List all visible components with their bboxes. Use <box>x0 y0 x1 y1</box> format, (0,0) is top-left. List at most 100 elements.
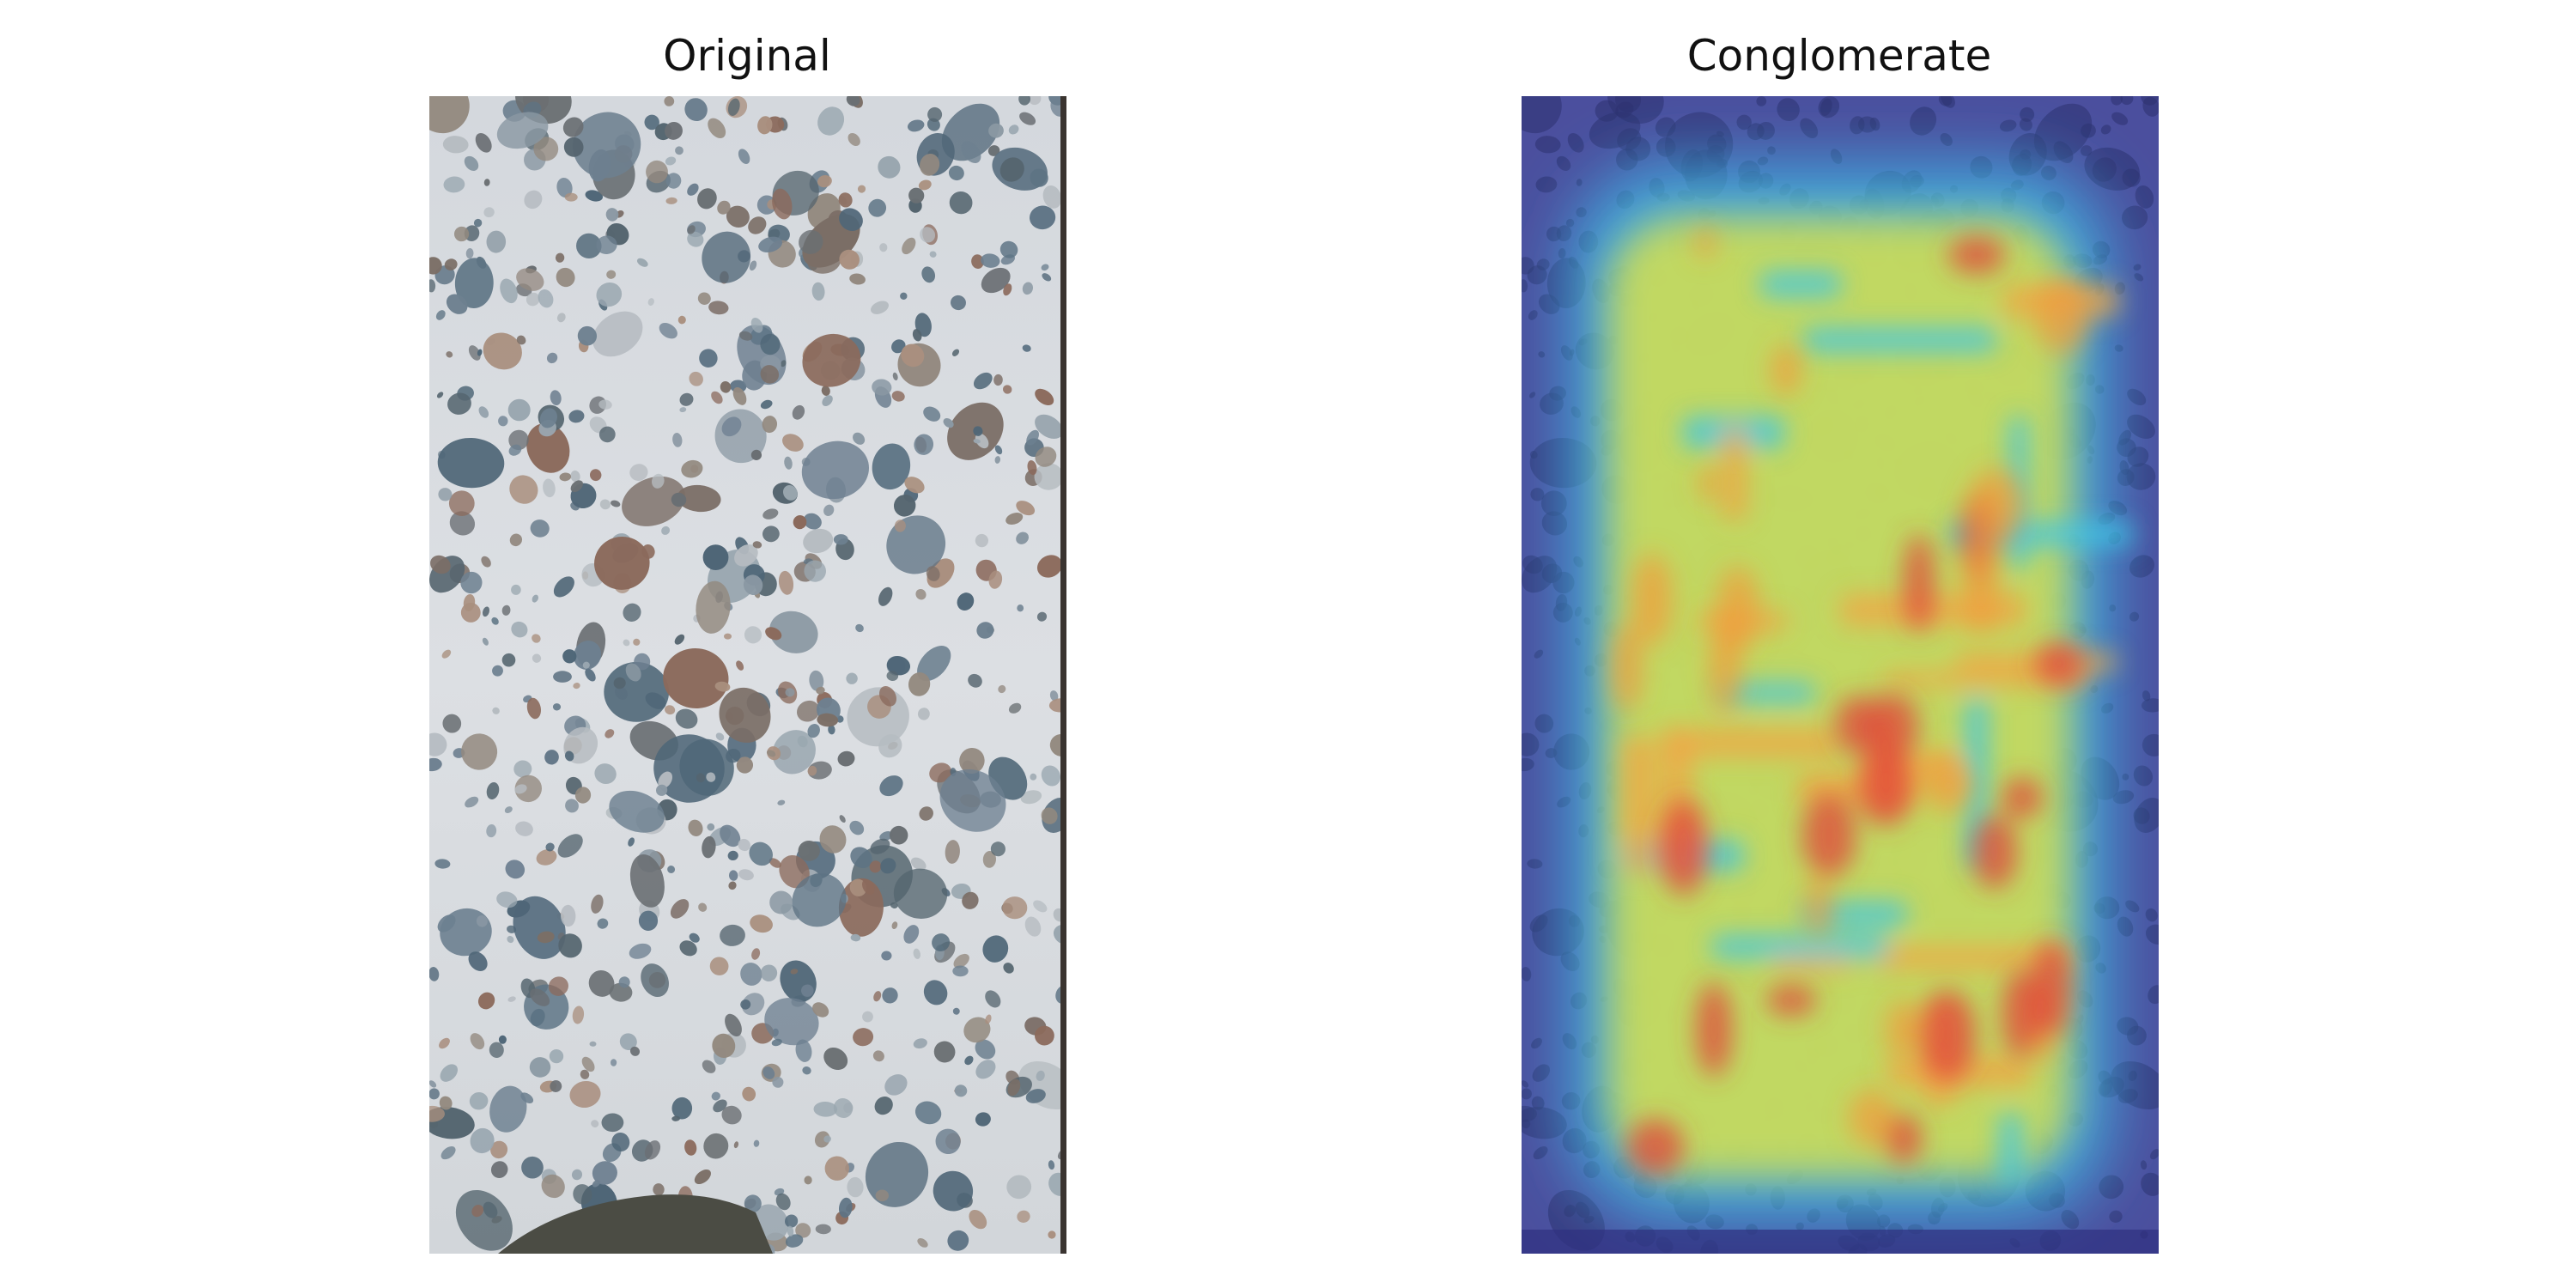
clast <box>947 1230 969 1251</box>
clast-shadow <box>2080 145 2093 156</box>
clast <box>681 459 703 478</box>
clast <box>1028 96 1042 106</box>
clast <box>589 469 602 482</box>
clast <box>550 390 562 406</box>
clast-shadow <box>2142 690 2151 702</box>
clast <box>949 191 973 215</box>
clast <box>872 379 892 396</box>
clast-shadow <box>1528 392 1536 398</box>
clast <box>564 750 574 762</box>
clast <box>675 146 683 155</box>
clast-shadow <box>1546 226 1562 242</box>
clast <box>572 1005 585 1024</box>
clast-shadow <box>1532 1064 1551 1082</box>
clast <box>727 850 738 861</box>
clast <box>1030 773 1037 781</box>
clast <box>943 418 954 428</box>
clast <box>697 292 711 305</box>
clast <box>792 873 847 927</box>
clast <box>968 673 982 688</box>
clast <box>932 933 951 951</box>
clast <box>961 141 981 163</box>
clast <box>594 763 617 785</box>
clast <box>444 258 458 270</box>
clast <box>443 176 465 193</box>
clast <box>904 477 925 494</box>
clast-shadow <box>1535 176 1558 193</box>
clast <box>798 840 820 861</box>
clast <box>952 1007 960 1015</box>
clast <box>823 1135 831 1143</box>
clast <box>581 1056 595 1072</box>
clast <box>449 511 476 536</box>
clast <box>558 933 582 958</box>
clast <box>871 301 889 314</box>
clast <box>687 231 704 247</box>
clast <box>507 935 514 944</box>
clast-shadow <box>2099 1175 2124 1200</box>
clast <box>430 555 451 574</box>
clast <box>728 870 738 881</box>
clast-shadow <box>1522 257 1534 275</box>
clast <box>762 416 778 434</box>
clast <box>816 686 825 695</box>
clast <box>985 1014 992 1024</box>
clast <box>907 119 925 132</box>
clast <box>879 775 903 797</box>
clast <box>939 769 1006 832</box>
clast <box>975 1039 996 1060</box>
heat-band <box>1664 729 1838 757</box>
clast <box>553 671 572 683</box>
clast <box>807 765 817 776</box>
clast-shadow <box>2114 344 2123 352</box>
heat-spot <box>1886 999 1920 1060</box>
clast <box>891 391 905 402</box>
clast <box>533 137 559 161</box>
clast <box>926 566 940 581</box>
clast <box>957 592 975 611</box>
clast <box>481 556 491 568</box>
clast <box>526 422 570 473</box>
clast <box>544 750 559 765</box>
heat-spot <box>2002 969 2041 1059</box>
clast <box>665 173 682 189</box>
clast-shadow <box>1564 1205 1577 1218</box>
clast <box>849 820 865 835</box>
clast-shadow <box>1522 96 1562 134</box>
clast <box>696 580 731 634</box>
clast <box>988 570 1003 589</box>
clast-shadow <box>1536 258 1550 270</box>
clast <box>694 1169 711 1185</box>
clast <box>848 133 860 146</box>
clast-shadow <box>1795 1222 1804 1230</box>
clast <box>659 323 677 339</box>
clast <box>748 216 767 234</box>
clast <box>850 847 872 869</box>
clast <box>429 1080 437 1088</box>
clast-shadow <box>1664 112 1734 179</box>
clast <box>1035 388 1054 405</box>
clast <box>464 155 479 171</box>
clast <box>702 835 716 859</box>
clast <box>573 1184 592 1205</box>
clast <box>1022 282 1033 295</box>
clast <box>709 957 729 975</box>
clast <box>779 855 810 889</box>
clast <box>609 982 633 1002</box>
clast <box>861 879 875 895</box>
clast <box>1025 1089 1046 1103</box>
clast-shadow <box>2125 900 2140 913</box>
clast <box>781 360 787 368</box>
clast <box>486 824 497 838</box>
clast <box>684 1139 697 1156</box>
clast <box>492 665 503 677</box>
clast <box>521 1156 544 1179</box>
clast <box>1002 896 1028 920</box>
clast <box>749 841 773 866</box>
clast <box>772 188 793 220</box>
clast <box>740 999 751 1010</box>
clast <box>605 729 615 738</box>
clast <box>489 1085 527 1133</box>
clast-shadow <box>1534 136 1561 154</box>
clast <box>651 473 665 489</box>
